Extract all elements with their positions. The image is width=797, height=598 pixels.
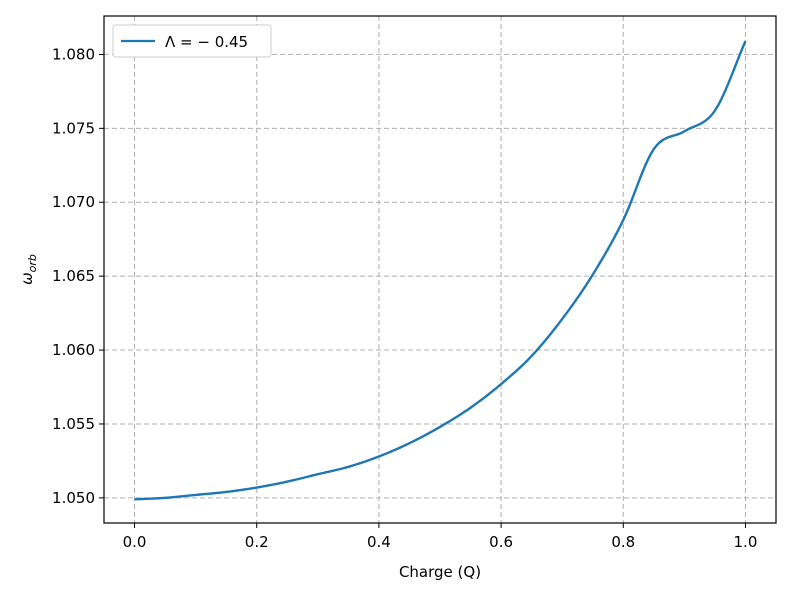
series-line (134, 40, 747, 501)
grid (104, 16, 776, 523)
y-axis-label: ωorb (18, 254, 39, 285)
ticks: 0.0 0.2 0.4 0.6 0.8 1.0 1.050 1.055 1.060 1.065 1.… (52, 45, 757, 551)
x-tick-label: 0.0 (123, 533, 147, 551)
x-tick-label: 0.2 (245, 533, 269, 551)
y-tick-label: 1.080 (52, 45, 95, 63)
x-tick-label: 1.0 (734, 533, 758, 551)
y-tick-label: 1.055 (52, 415, 95, 433)
x-tick-label: 0.8 (611, 533, 635, 551)
y-tick-label: 1.065 (52, 267, 95, 285)
y-tick-label: 1.070 (52, 193, 95, 211)
plot-frame (103, 15, 777, 524)
y-axis-label-subscript: orb (26, 254, 39, 272)
legend: Λ = − 0.45 (112, 24, 272, 58)
y-axis-label-main: ω (18, 272, 36, 285)
x-axis-label: Charge (Q) (399, 563, 481, 581)
legend-box (112, 24, 272, 58)
x-tick-label: 0.6 (489, 533, 513, 551)
y-tick-label: 1.050 (52, 489, 95, 507)
y-tick-label: 1.060 (52, 341, 95, 359)
y-tick-label: 1.075 (52, 119, 95, 137)
legend-label: Λ = − 0.45 (165, 33, 248, 51)
series-layer (134, 40, 747, 501)
x-tick-label: 0.4 (367, 533, 391, 551)
